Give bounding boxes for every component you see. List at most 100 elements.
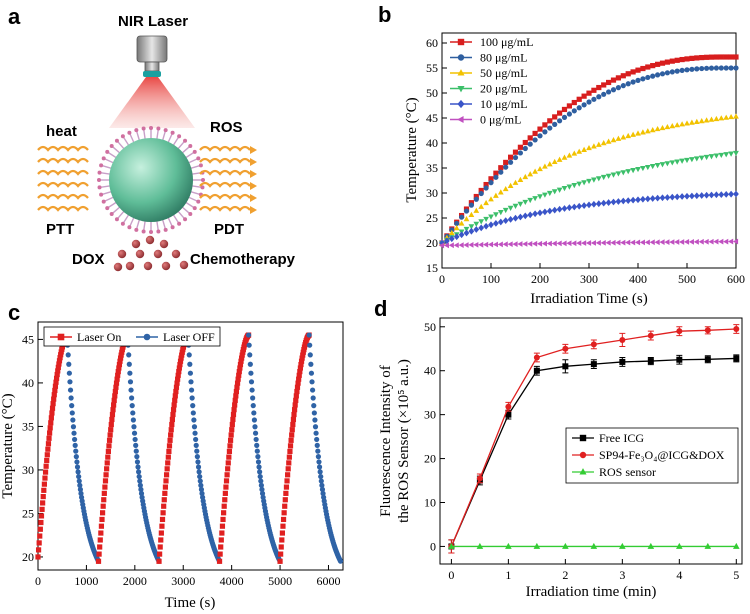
data-point — [517, 213, 524, 221]
data-point — [113, 384, 119, 390]
data-point — [165, 460, 171, 466]
data-point — [728, 151, 734, 157]
data-point — [547, 118, 553, 124]
data-point — [605, 199, 612, 206]
data-point — [586, 144, 592, 151]
ligand — [177, 221, 182, 226]
data-point — [571, 108, 577, 114]
legend-marker — [579, 434, 587, 442]
y-tick-label: 50 — [426, 86, 438, 100]
data-point — [99, 516, 105, 523]
data-point — [542, 192, 548, 198]
data-point — [187, 370, 194, 376]
data-point — [129, 395, 135, 401]
data-point — [286, 454, 292, 460]
data-point — [230, 411, 237, 418]
data-point — [551, 240, 557, 247]
data-point — [699, 54, 705, 61]
data-point — [728, 113, 734, 120]
data-point — [507, 216, 514, 223]
ros-label: ROS — [210, 119, 243, 136]
data-point — [38, 519, 44, 526]
legend-label: 10 μg/mL — [480, 97, 527, 111]
data-point — [620, 170, 627, 176]
data-point — [473, 207, 480, 213]
ligand — [101, 156, 106, 161]
data-point — [684, 120, 690, 126]
chart-c: 0 1000 2000 3000 4000 5000 6000 20 25 30 35 40 45 La… — [0, 321, 344, 611]
data-point — [561, 106, 568, 113]
schematic-a: NIR Laser heat ROS PTT PDT DOX Chemother… — [37, 13, 296, 272]
data-point — [537, 133, 543, 139]
data-point — [119, 349, 125, 355]
data-point — [195, 459, 201, 465]
data-point — [600, 239, 606, 246]
data-point — [282, 497, 288, 503]
legend-label: ROS sensor — [599, 465, 656, 479]
data-point — [105, 448, 111, 455]
y-tick-label: 30 — [22, 463, 34, 477]
data-point — [289, 427, 295, 433]
data-point — [138, 486, 144, 493]
data-point — [605, 239, 611, 246]
x-tick-label: 300 — [580, 272, 598, 286]
data-point — [161, 497, 167, 503]
data-point — [679, 121, 685, 127]
data-point — [541, 240, 547, 247]
data-point — [488, 196, 494, 202]
ligand — [170, 130, 175, 135]
data-point — [190, 410, 196, 416]
data-point — [522, 212, 529, 220]
y-tick-label: 50 — [424, 320, 436, 334]
data-point — [320, 490, 326, 497]
x-tick-label: 0 — [448, 568, 454, 582]
data-point — [733, 190, 739, 198]
ligand — [97, 170, 102, 175]
data-point — [69, 403, 75, 409]
legend-label: Laser OFF — [163, 330, 215, 344]
data-point — [591, 200, 597, 208]
cooling-cycle — [245, 332, 283, 564]
data-point — [169, 421, 175, 428]
data-point — [733, 113, 739, 119]
data-point — [488, 214, 494, 220]
x-tick-label: 1000 — [74, 574, 98, 588]
data-point — [533, 367, 540, 374]
data-point — [615, 171, 622, 177]
data-point — [576, 240, 582, 247]
data-point — [223, 484, 229, 490]
data-point — [493, 192, 499, 198]
data-point — [199, 490, 205, 497]
data-point — [290, 421, 296, 428]
data-point — [46, 435, 52, 441]
data-point — [257, 469, 263, 475]
data-point — [54, 371, 60, 378]
data-point — [615, 198, 622, 205]
data-point — [255, 459, 262, 465]
data-point — [179, 352, 185, 358]
chart-d-frame — [439, 317, 743, 565]
data-point — [713, 54, 719, 60]
data-point — [250, 403, 256, 409]
data-point — [591, 177, 597, 183]
data-point — [566, 240, 572, 247]
data-point — [225, 466, 231, 472]
ligand — [156, 229, 161, 234]
data-point — [297, 368, 303, 375]
heating-cycle — [95, 332, 131, 564]
data-point — [629, 239, 636, 246]
data-point — [625, 132, 632, 139]
x-tick-label: 100 — [482, 272, 500, 286]
data-point — [669, 58, 675, 64]
data-point — [713, 153, 720, 159]
dox-molecule — [179, 260, 189, 270]
x-tick-label: 4 — [676, 568, 682, 582]
data-point — [188, 387, 195, 393]
x-tick-label: 5 — [733, 568, 739, 582]
data-point — [95, 558, 102, 564]
dox-label: DOX — [72, 251, 105, 268]
data-point — [235, 376, 241, 382]
cooling-cycle — [306, 332, 344, 564]
data-point — [546, 190, 553, 197]
